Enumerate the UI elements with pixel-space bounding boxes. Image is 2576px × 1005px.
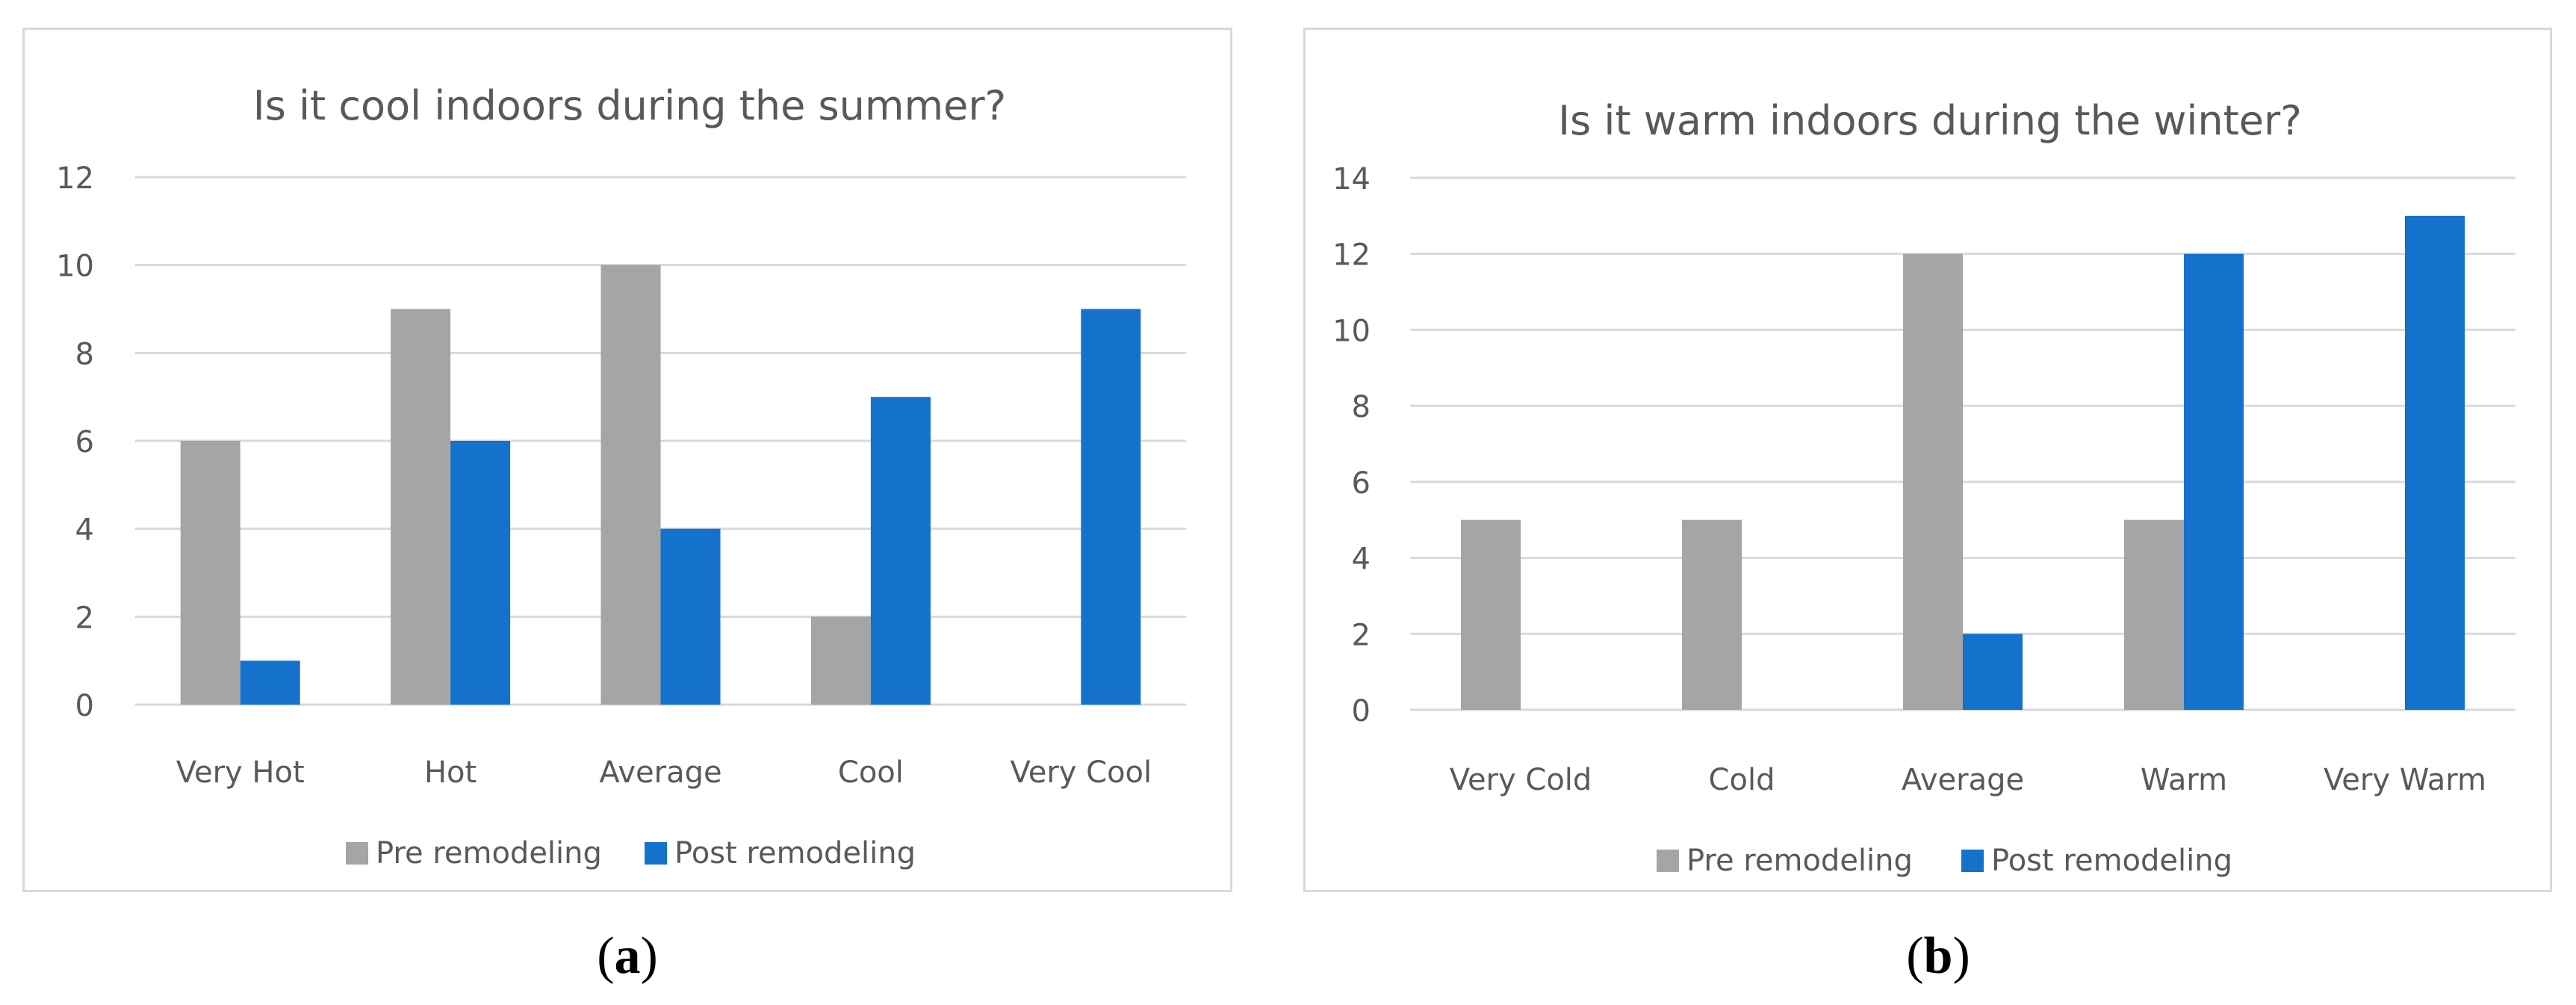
y-tick-label: 2 bbox=[75, 601, 94, 635]
bar-pre-remodeling bbox=[391, 309, 451, 705]
legend-swatch-post bbox=[1961, 850, 1984, 872]
legend-swatch-pre bbox=[346, 842, 368, 865]
x-tick-label: Average bbox=[599, 755, 721, 790]
x-tick-label: Very Hot bbox=[176, 755, 305, 790]
legend-label-post: Post remodeling bbox=[1991, 844, 2232, 878]
legend-swatch-pre bbox=[1657, 850, 1679, 872]
x-tick-label: Hot bbox=[424, 755, 477, 790]
bar-pre-remodeling bbox=[600, 265, 661, 705]
chart-title: Is it warm indoors during the winter? bbox=[1558, 97, 2302, 144]
bar-post-remodeling bbox=[1963, 634, 2023, 710]
chart-title: Is it cool indoors during the summer? bbox=[253, 82, 1006, 129]
x-tick-label: Very Warm bbox=[2324, 763, 2486, 797]
chart-a-svg: Is it cool indoors during the summer? 0 2 4… bbox=[56, 82, 1186, 871]
caption-b-letter: b bbox=[1923, 927, 1953, 985]
bar-post-remodeling bbox=[450, 441, 511, 705]
y-tick-label: 2 bbox=[1352, 618, 1371, 652]
legend-swatch-post bbox=[645, 842, 667, 865]
bar-pre-remodeling bbox=[180, 441, 240, 705]
bar-pre-remodeling bbox=[1903, 253, 1963, 710]
bar-post-remodeling bbox=[1081, 309, 1141, 705]
y-tick-label: 4 bbox=[75, 513, 94, 548]
x-tick-label: Very Cool bbox=[1010, 755, 1152, 790]
y-tick-label: 12 bbox=[56, 161, 94, 196]
y-tick-label: 0 bbox=[75, 689, 94, 723]
y-tick-label: 12 bbox=[1332, 238, 1371, 273]
chart-panel-b: Is it warm indoors during the winter? 0 2 4… bbox=[1303, 28, 2552, 892]
y-tick-label: 6 bbox=[1352, 466, 1371, 501]
x-tick-label: Warm bbox=[2141, 763, 2227, 797]
x-tick-label: Cold bbox=[1709, 763, 1775, 797]
legend-label-pre: Pre remodeling bbox=[376, 836, 602, 871]
legend-label-pre: Pre remodeling bbox=[1686, 844, 1913, 878]
y-tick-label: 14 bbox=[1332, 162, 1371, 197]
chart-panel-a: Is it cool indoors during the summer? 0 2 4… bbox=[22, 28, 1232, 892]
y-tick-label: 10 bbox=[56, 250, 94, 284]
x-tick-label: Average bbox=[1902, 763, 2024, 797]
bar-pre-remodeling bbox=[2124, 519, 2184, 710]
bar-pre-remodeling bbox=[1682, 519, 1742, 710]
x-tick-label: Very Cold bbox=[1450, 763, 1592, 797]
bar-pre-remodeling bbox=[810, 616, 871, 705]
bar-post-remodeling bbox=[240, 661, 300, 705]
caption-a: (a) bbox=[597, 927, 658, 985]
y-tick-label: 4 bbox=[1352, 542, 1371, 577]
y-tick-label: 8 bbox=[1352, 390, 1371, 424]
caption-b: (b) bbox=[1906, 927, 1970, 985]
bar-post-remodeling bbox=[660, 528, 721, 705]
caption-a-letter: a bbox=[614, 927, 641, 985]
y-tick-label: 10 bbox=[1332, 314, 1371, 348]
bar-post-remodeling bbox=[2405, 215, 2465, 710]
bar-post-remodeling bbox=[870, 397, 931, 705]
bar-post-remodeling bbox=[2184, 253, 2244, 710]
bar-pre-remodeling bbox=[1461, 519, 1521, 710]
chart-b-svg: Is it warm indoors during the winter? 0 2 4… bbox=[1332, 97, 2516, 878]
x-tick-label: Cool bbox=[838, 755, 904, 790]
y-tick-label: 0 bbox=[1352, 694, 1371, 729]
y-tick-label: 8 bbox=[75, 337, 94, 371]
legend-label-post: Post remodeling bbox=[674, 836, 916, 871]
y-tick-label: 6 bbox=[75, 425, 94, 460]
